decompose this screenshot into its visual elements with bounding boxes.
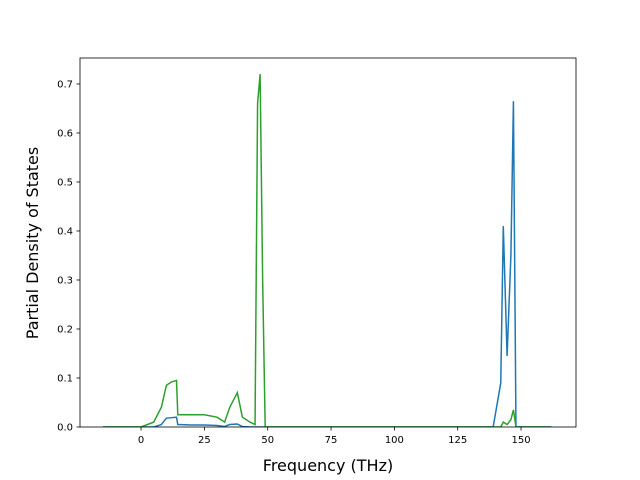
y-tick-label: 0.0	[57, 423, 73, 434]
x-tick-label: 50	[261, 435, 274, 446]
x-tick-label: 75	[325, 435, 338, 446]
x-tick-label: 150	[511, 435, 530, 446]
y-tick-label: 0.5	[57, 177, 73, 188]
y-tick-label: 0.6	[57, 128, 73, 139]
y-axis-label: Partial Density of States	[23, 147, 42, 339]
y-tick-label: 0.2	[57, 324, 73, 335]
data-line	[103, 101, 552, 427]
x-tick-label: 0	[138, 435, 144, 446]
y-tick-label: 0.7	[57, 79, 73, 90]
y-tick-label: 0.3	[57, 275, 73, 286]
x-tick-label: 25	[198, 435, 211, 446]
y-tick-label: 0.1	[57, 373, 73, 384]
data-line	[103, 74, 552, 427]
x-tick-label: 125	[448, 435, 467, 446]
x-axis-label: Frequency (THz)	[263, 456, 393, 475]
x-tick-label: 100	[385, 435, 404, 446]
y-tick-label: 0.4	[57, 226, 73, 237]
axes-frame	[79, 57, 577, 428]
